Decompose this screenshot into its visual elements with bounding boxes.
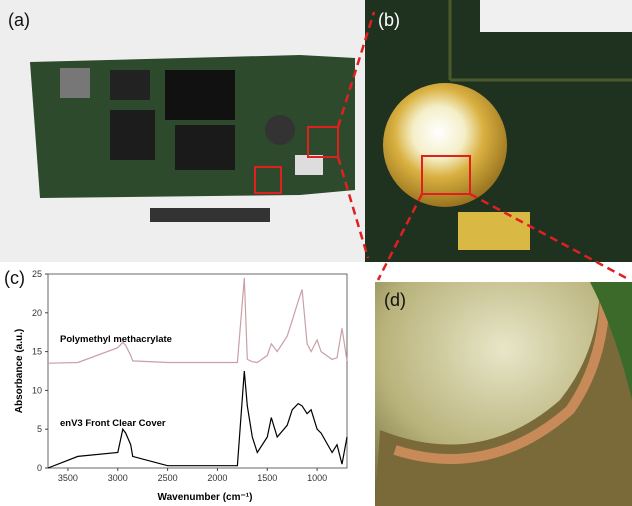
y-tick-label: 5 [37,424,42,434]
y-axis-label: Absorbance (a.u.) [14,329,25,413]
x-tick-label: 3000 [108,473,128,483]
panel-label: (c) [4,268,25,288]
x-axis-label: Wavenumber (cm⁻¹) [158,492,253,503]
y-tick-label: 15 [32,347,42,357]
y-tick-label: 20 [32,308,42,318]
y-tick-label: 0 [37,463,42,473]
annotation: enV3 Front Clear Cover [60,418,166,429]
photo-a [0,0,365,262]
x-tick-label: 2000 [207,473,227,483]
x-tick-label: 1500 [257,473,277,483]
x-tick-label: 1000 [307,473,327,483]
y-tick-label: 10 [32,385,42,395]
annotation: Polymethyl methacrylate [60,334,172,345]
chart-background [0,262,365,506]
panel-label: (d) [384,290,406,310]
photo-b [365,0,632,262]
y-tick-label: 25 [32,269,42,279]
panel-label: (b) [378,10,400,30]
x-tick-label: 3500 [58,473,78,483]
photo-d [375,282,632,506]
figure: (a) (b) (c) (d) Wavenumber (cm⁻¹) Absorb… [0,0,632,506]
x-tick-label: 2500 [158,473,178,483]
panel-label: (a) [8,10,30,30]
